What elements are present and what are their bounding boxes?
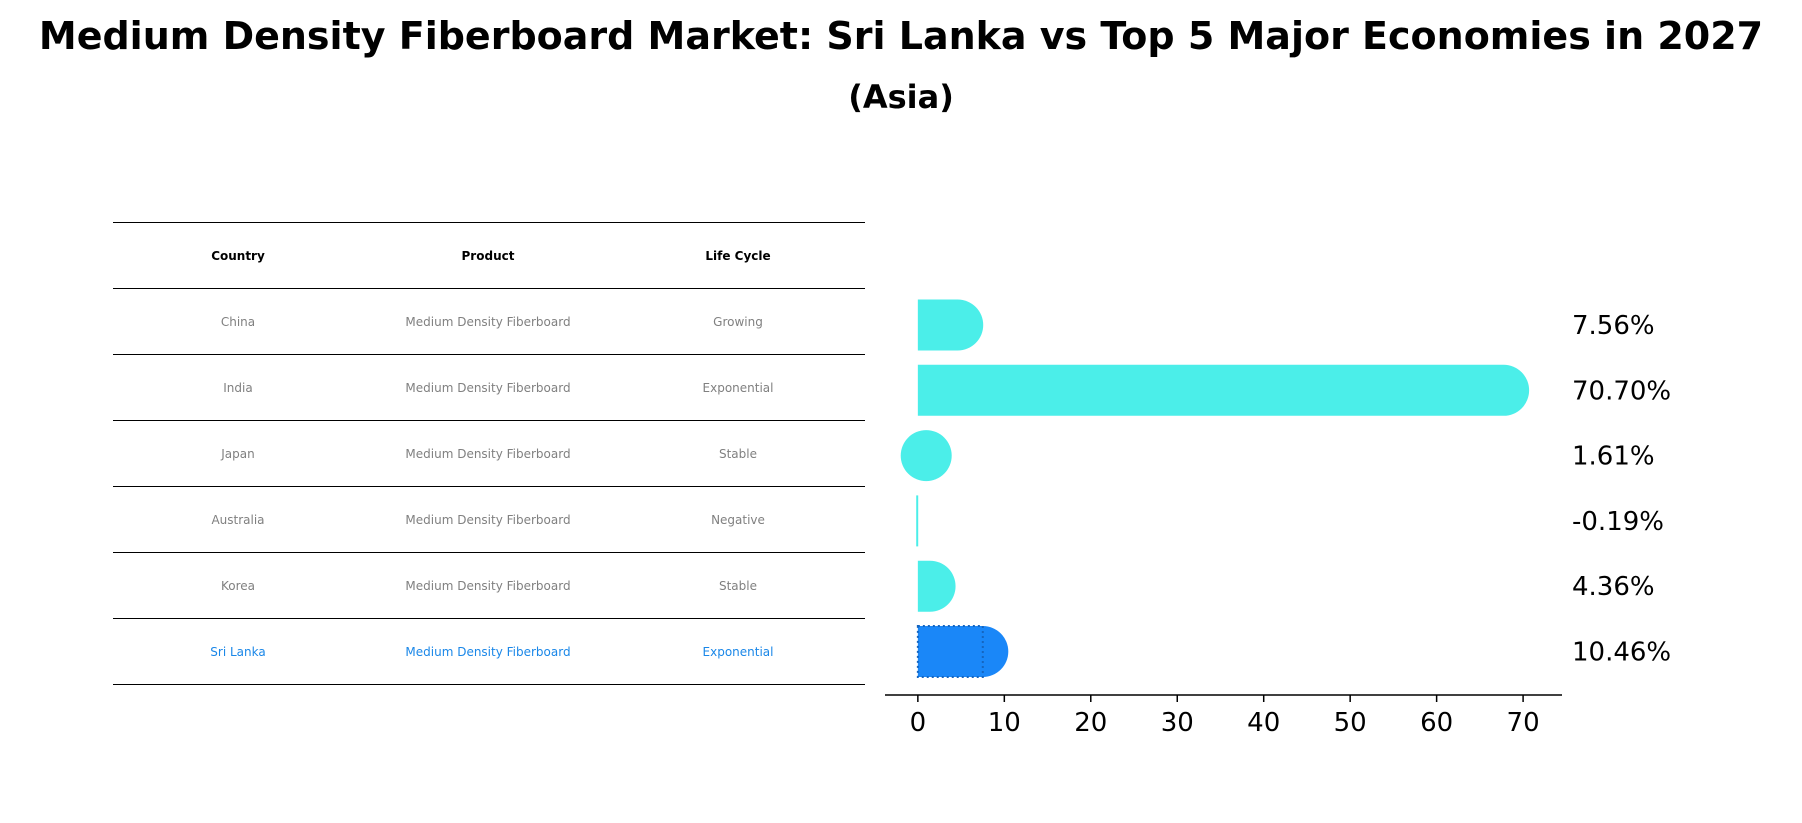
x-tick-label: 10 — [988, 708, 1021, 738]
cell-life-cycle: Exponential — [702, 381, 774, 395]
cell-country: India — [223, 381, 253, 395]
chart-subtitle: (Asia) — [848, 78, 954, 116]
data-table: Country Product Life Cycle China Medium … — [113, 222, 865, 685]
x-tick-label: 0 — [910, 708, 927, 738]
bar-china — [917, 299, 984, 351]
cell-life-cycle: Negative — [711, 513, 765, 527]
table-row: China Medium Density Fiberboard Growing — [113, 288, 865, 354]
x-tick-label: 30 — [1161, 708, 1194, 738]
cell-country: Australia — [211, 513, 265, 527]
cell-life-cycle: Stable — [718, 447, 757, 461]
bar-japan — [900, 430, 952, 482]
bar-highlight-outline — [916, 625, 984, 678]
value-label: 4.36% — [1572, 572, 1655, 602]
header-country: Country — [211, 249, 265, 263]
x-tick-label: 50 — [1334, 708, 1367, 738]
cell-country: China — [220, 315, 256, 329]
value-label: 1.61% — [1572, 442, 1655, 472]
value-label: 70.70% — [1572, 376, 1671, 406]
cell-product: Medium Density Fiberboard — [405, 645, 571, 659]
header-life-cycle: Life Cycle — [705, 249, 771, 263]
table-row: India Medium Density Fiberboard Exponent… — [113, 354, 865, 420]
table-row: Australia Medium Density Fiberboard Nega… — [113, 486, 865, 552]
x-tick-label: 60 — [1420, 708, 1453, 738]
table-row: Japan Medium Density Fiberboard Stable — [113, 420, 865, 486]
x-tick-label: 20 — [1074, 708, 1107, 738]
bar-sri-lanka — [917, 626, 1009, 677]
table-row-highlight: Sri Lanka Medium Density Fiberboard Expo… — [113, 618, 865, 685]
header-product: Product — [461, 249, 515, 263]
value-label: 10.46% — [1572, 638, 1671, 668]
cell-product: Medium Density Fiberboard — [405, 447, 571, 461]
chart-title: Medium Density Fiberboard Market: Sri La… — [38, 14, 1764, 58]
value-label: 7.56% — [1572, 311, 1655, 341]
cell-product: Medium Density Fiberboard — [405, 579, 571, 593]
value-label: -0.19% — [1572, 507, 1664, 537]
cell-life-cycle: Growing — [713, 315, 763, 329]
cell-product: Medium Density Fiberboard — [405, 513, 571, 527]
bar-india — [917, 364, 1530, 416]
cell-product: Medium Density Fiberboard — [405, 381, 571, 395]
cell-product: Medium Density Fiberboard — [405, 315, 571, 329]
x-tick-label: 70 — [1507, 708, 1540, 738]
table-header-row: Country Product Life Cycle — [113, 222, 865, 288]
cell-country: Korea — [220, 579, 256, 593]
bar-australia — [916, 495, 919, 547]
x-tick-label: 40 — [1247, 708, 1280, 738]
cell-country: Japan — [221, 447, 255, 461]
table-row: Korea Medium Density Fiberboard Stable — [113, 552, 865, 618]
cell-life-cycle: Exponential — [702, 645, 774, 659]
cell-country: Sri Lanka — [210, 645, 266, 659]
cell-life-cycle: Stable — [718, 579, 757, 593]
bar-korea — [917, 560, 956, 612]
